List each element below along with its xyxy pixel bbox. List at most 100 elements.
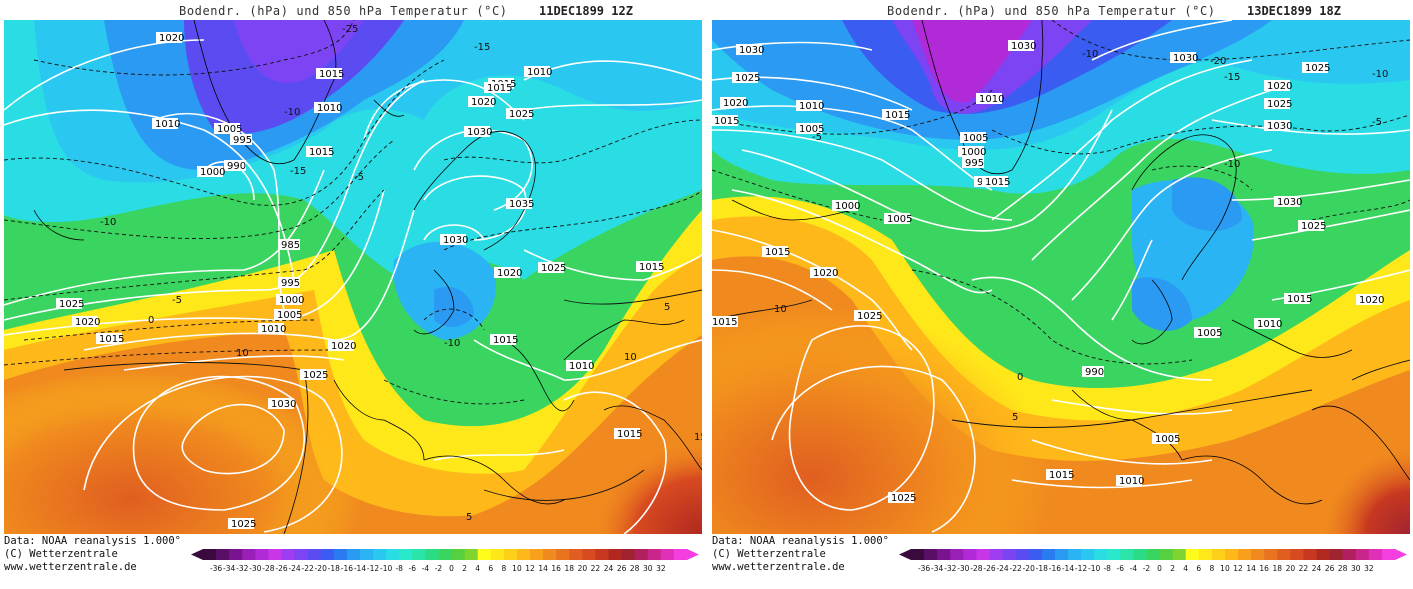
colorbar-swatch bbox=[307, 549, 322, 560]
colorbar-tick-label: 2 bbox=[462, 564, 467, 573]
isobar-label: 1010 bbox=[566, 360, 594, 372]
data-source: Data: NOAA reanalysis 1.000° bbox=[712, 535, 890, 547]
isobar-label: 1020 bbox=[156, 32, 184, 44]
map-panel-left: Bodendr. (hPa) und 850 hPa Temperatur (°… bbox=[4, 0, 702, 589]
colorbar-swatch bbox=[608, 549, 623, 560]
temperature-label: 5 bbox=[466, 512, 472, 523]
colorbar-swatch bbox=[1303, 549, 1318, 560]
colorbar-tick-label: 10 bbox=[512, 564, 522, 573]
colorbar-tick-label: 28 bbox=[630, 564, 640, 573]
colorbar-arrow-right bbox=[687, 549, 699, 560]
colorbar-tick-label: 6 bbox=[1196, 564, 1201, 573]
svg-text:1010: 1010 bbox=[527, 67, 552, 78]
svg-text:1020: 1020 bbox=[331, 341, 356, 352]
colorbar-tick-label: 6 bbox=[488, 564, 493, 573]
colorbar-swatch bbox=[320, 549, 335, 560]
footer-credits: Data: NOAA reanalysis 1.000° (C) Wetterz… bbox=[4, 535, 181, 574]
svg-text:1025: 1025 bbox=[1301, 221, 1326, 232]
colorbar-tick-label: -36 bbox=[210, 564, 222, 573]
colorbar-swatch bbox=[490, 549, 505, 560]
isobar-label: 1015 bbox=[306, 146, 334, 158]
colorbar-tick-label: -30 bbox=[249, 564, 261, 573]
temperature-label: -5 bbox=[354, 172, 364, 183]
colorbar-tick-label: 16 bbox=[1259, 564, 1269, 573]
isobar-label: 1015 bbox=[712, 316, 738, 328]
colorbar-swatch bbox=[1290, 549, 1304, 560]
colorbar-swatch bbox=[1146, 549, 1161, 560]
colorbar-tick-label: 0 bbox=[449, 564, 454, 573]
svg-text:1025: 1025 bbox=[59, 299, 84, 310]
isobar-label: 1015 bbox=[96, 333, 124, 345]
isobar-labels: 1030 1025 1020 1015 1010 1005 1015 1010 … bbox=[712, 40, 1384, 504]
colorbar-swatch bbox=[386, 549, 400, 560]
isobar-label: 1025 bbox=[56, 298, 84, 310]
colorbar-swatch bbox=[399, 549, 413, 560]
svg-text:1020: 1020 bbox=[1267, 81, 1292, 92]
panel-title-row: Bodendr. (hPa) und 850 hPa Temperatur (°… bbox=[4, 4, 702, 20]
colorbar-tick-label: 18 bbox=[564, 564, 574, 573]
svg-text:1015: 1015 bbox=[617, 429, 642, 440]
isobar-label: 1015 bbox=[316, 68, 344, 80]
colorbar-swatch bbox=[412, 549, 426, 560]
colorbar-swatch bbox=[1264, 549, 1278, 560]
colorbar-tick-label: -2 bbox=[435, 564, 443, 573]
colorbar-swatch bbox=[1015, 549, 1030, 560]
website-link[interactable]: www.wetterzentrale.de bbox=[4, 561, 137, 573]
temperature-label: 10 bbox=[624, 352, 637, 363]
isobar-label: 1015 bbox=[882, 109, 910, 121]
temperature-label: -15 bbox=[290, 166, 306, 177]
colorbar-tick-label: -34 bbox=[931, 564, 943, 573]
temperature-contours bbox=[4, 20, 702, 405]
isobar-label: 1015 bbox=[614, 428, 642, 440]
svg-text:1025: 1025 bbox=[509, 109, 534, 120]
isobar-label: 1030 bbox=[1008, 40, 1036, 52]
svg-text:1000: 1000 bbox=[835, 201, 860, 212]
colorbar-swatch bbox=[647, 549, 662, 560]
colorbar-swatch bbox=[255, 549, 269, 560]
colorbar-swatch bbox=[976, 549, 990, 560]
temperature-label: -25 bbox=[342, 24, 358, 35]
svg-text:990: 990 bbox=[1085, 367, 1104, 378]
map-svg: 1020 1015 1010 1005 995 990 1000 985 995… bbox=[4, 20, 702, 534]
svg-text:1015: 1015 bbox=[985, 177, 1010, 188]
colorbar-swatch bbox=[1368, 549, 1383, 560]
isobar-label: 1005 bbox=[1152, 433, 1180, 445]
colorbar-tick-label: -14 bbox=[1062, 564, 1074, 573]
colorbar-tick-label: -34 bbox=[223, 564, 235, 573]
temperature-label: -10 bbox=[444, 338, 460, 349]
temperature-label: -5 bbox=[172, 295, 182, 306]
footer-credits: Data: NOAA reanalysis 1.000° (C) Wetterz… bbox=[712, 535, 889, 574]
colorbar-swatch bbox=[673, 549, 688, 560]
colorbar-tick-label: -32 bbox=[236, 564, 248, 573]
colorbar-swatch bbox=[1094, 549, 1108, 560]
colorbar-swatch bbox=[438, 549, 453, 560]
temperature-label: 0 bbox=[1017, 372, 1023, 383]
colorbar-swatch bbox=[1041, 549, 1056, 560]
colorbar-swatch bbox=[569, 549, 583, 560]
colorbar-swatch bbox=[1107, 549, 1121, 560]
panel-date: 11DEC1899 12Z bbox=[539, 4, 633, 18]
isobar-label: 1015 bbox=[636, 261, 664, 273]
svg-text:1005: 1005 bbox=[799, 124, 824, 135]
website-link[interactable]: www.wetterzentrale.de bbox=[712, 561, 845, 573]
colorbar-tick-label: -6 bbox=[1117, 564, 1125, 573]
colorbar-tick-label: 0 bbox=[1157, 564, 1162, 573]
svg-text:1010: 1010 bbox=[569, 361, 594, 372]
colorbar-arrow-left bbox=[191, 549, 203, 560]
svg-text:1030: 1030 bbox=[739, 45, 764, 56]
colorbar-tick-label: -4 bbox=[1130, 564, 1138, 573]
weather-map: 1030 1025 1020 1015 1010 1005 1015 1010 … bbox=[712, 20, 1410, 534]
colorbar-swatch bbox=[1002, 549, 1017, 560]
svg-text:1015: 1015 bbox=[319, 69, 344, 80]
coastlines bbox=[33, 20, 702, 505]
colorbar-tick-label: 22 bbox=[1299, 564, 1309, 573]
isobar-label: 1025 bbox=[538, 262, 566, 274]
svg-text:1005: 1005 bbox=[1155, 434, 1180, 445]
isobar-label: 990 bbox=[224, 160, 246, 172]
temperature-label: 10 bbox=[774, 304, 787, 315]
colorbar-swatch bbox=[503, 549, 518, 560]
temperature-label: 10 bbox=[236, 348, 249, 359]
colorbar: -36 -34 -32 -30 -28 -26 -24 -22 -20 -18 -16 -14 -12-… bbox=[899, 549, 1407, 573]
colorbar-swatch bbox=[359, 549, 374, 560]
isobar-label: 1030 bbox=[1274, 196, 1302, 208]
